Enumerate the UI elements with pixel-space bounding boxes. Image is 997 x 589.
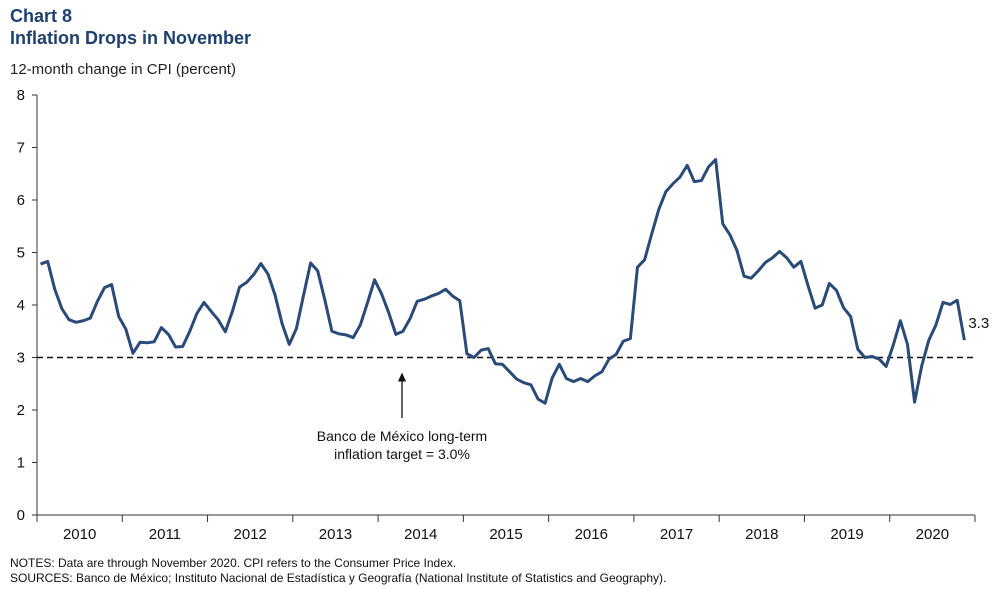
x-tick-label: 2011 xyxy=(149,526,181,543)
x-tick-label: 2016 xyxy=(575,526,608,543)
last-value-label: 3.3 xyxy=(968,315,989,332)
y-tick-label: 0 xyxy=(17,507,25,524)
x-tick-label: 2015 xyxy=(489,526,522,543)
y-tick-label: 5 xyxy=(17,245,25,262)
x-tick-label: 2018 xyxy=(745,526,778,543)
y-tick-label: 2 xyxy=(17,402,25,419)
chart-number: Chart 8 xyxy=(10,6,73,26)
sources-text: SOURCES: Banco de México; Instituto Naci… xyxy=(10,571,667,585)
x-tick-label: 2010 xyxy=(63,526,96,543)
annotation-text-line-1: Banco de México long-term xyxy=(317,428,487,444)
y-tick-label: 8 xyxy=(17,87,25,104)
y-tick-label: 1 xyxy=(17,455,25,472)
series-line xyxy=(40,158,966,405)
y-tick-label: 3 xyxy=(17,350,25,367)
notes-text: NOTES: Data are through November 2020. C… xyxy=(10,556,457,570)
x-axis-ticks: 2010 2011 2012 2013 2014 2015 2016 2017 2018 2019… xyxy=(36,515,976,543)
x-tick-label: 2014 xyxy=(404,526,437,543)
y-tick-label: 7 xyxy=(17,140,25,157)
y-axis-ticks: 0 1 2 3 4 5 6 7 8 xyxy=(17,87,37,524)
x-tick-label: 2013 xyxy=(319,526,352,543)
x-tick-label: 2017 xyxy=(660,526,693,543)
x-tick-label: 2020 xyxy=(916,526,949,543)
x-tick-label: 2019 xyxy=(830,526,863,543)
annotation-arrowhead xyxy=(398,372,406,382)
y-axis-label: 12-month change in CPI (percent) xyxy=(10,61,236,78)
x-tick-label: 2012 xyxy=(233,526,266,543)
y-tick-label: 6 xyxy=(17,192,25,209)
y-tick-label: 4 xyxy=(17,297,25,314)
chart-title: Inflation Drops in November xyxy=(10,28,252,48)
annotation-text-line-2: inflation target = 3.0% xyxy=(334,446,470,462)
